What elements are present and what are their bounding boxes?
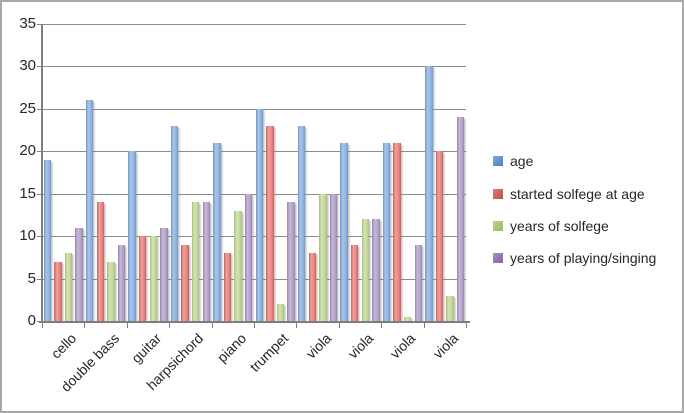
legend-label: years of playing/singing [510, 250, 657, 266]
gridline [42, 278, 466, 280]
y-axis-label: 10 [19, 227, 36, 245]
bar-years-of-solfege-viola [403, 316, 412, 321]
bar-started-solfege-at-age-piano [223, 253, 232, 321]
y-axis-label: 25 [19, 99, 36, 117]
gridline [42, 151, 466, 153]
bar-years-of-solfege-viola [446, 295, 454, 321]
legend-label: started solfege at age [510, 185, 645, 202]
y-axis-label: 15 [19, 184, 36, 202]
y-axis-tick [37, 108, 42, 110]
legend-item: years of playing/singing [493, 249, 656, 267]
bar-years-of-playing-singing-viola [372, 219, 380, 321]
bar-years-of-solfege-cello [64, 253, 73, 321]
x-axis-tick [338, 323, 340, 328]
bar-years-of-playing-singing-harpsichord [202, 202, 211, 321]
x-axis-tick [211, 323, 213, 328]
bar-years-of-solfege-trumpet [276, 304, 285, 321]
bar-started-solfege-at-age-harpsichord [181, 244, 189, 321]
y-axis-tick [37, 193, 42, 195]
legend-item: age [493, 152, 533, 170]
bar-age-double-bass [85, 100, 94, 321]
bar-age-viola [425, 66, 433, 321]
bar-age-viola [382, 142, 391, 321]
bar-years-of-playing-singing-double-bass [117, 244, 126, 321]
bar-years-of-playing-singing-cello [75, 227, 83, 321]
bar-started-solfege-at-age-guitar [138, 236, 147, 321]
x-axis-tick [169, 323, 171, 328]
bar-started-solfege-at-age-trumpet [266, 125, 274, 321]
gridline [42, 66, 466, 68]
y-axis-tick [37, 66, 42, 68]
legend-item: started solfege at age [493, 185, 645, 203]
x-axis-tick [381, 323, 383, 328]
legend-label: age [510, 153, 534, 169]
bar-started-solfege-at-age-viola [393, 142, 401, 321]
x-axis-tick [296, 323, 298, 328]
bar-age-viola [297, 125, 306, 321]
y-axis-line [41, 24, 43, 323]
x-axis-line [39, 321, 470, 323]
bar-started-solfege-at-age-double-bass [96, 202, 105, 321]
y-axis-tick [37, 151, 42, 153]
legend-color-swatch-icon [493, 253, 503, 263]
y-axis-label: 20 [19, 142, 36, 160]
x-axis-tick [84, 323, 86, 328]
bar-age-guitar [128, 151, 136, 321]
bar-years-of-solfege-guitar [149, 236, 158, 321]
y-axis-tick [37, 236, 42, 238]
bar-years-of-playing-singing-viola [329, 193, 338, 321]
y-axis-label: 30 [19, 57, 36, 75]
legend-color-swatch-icon [493, 188, 503, 199]
gridline [42, 108, 466, 110]
x-axis-tick [423, 323, 425, 328]
gridline [42, 236, 466, 238]
legend-color-swatch-icon [493, 220, 503, 231]
bar-age-harpsichord [170, 125, 179, 321]
bar-years-of-solfege-double-bass [107, 261, 115, 321]
bar-age-viola [340, 142, 348, 321]
bar-years-of-playing-singing-trumpet [287, 202, 295, 321]
legend-label: years of solfege [510, 217, 609, 234]
y-axis-label: 0 [27, 312, 36, 329]
y-axis-tick [37, 278, 42, 280]
legend-color-swatch-icon [493, 156, 503, 166]
bar-years-of-playing-singing-viola [456, 117, 465, 321]
gridline [42, 24, 466, 25]
bar-years-of-solfege-piano [234, 210, 242, 321]
y-axis-label: 5 [27, 269, 36, 287]
bar-years-of-solfege-viola [319, 193, 327, 321]
bar-started-solfege-at-age-viola [308, 253, 317, 321]
x-axis-tick [466, 323, 467, 328]
bar-years-of-playing-singing-guitar [160, 227, 168, 321]
y-axis-label: 35 [19, 15, 36, 32]
bar-years-of-solfege-viola [361, 219, 370, 321]
bar-years-of-playing-singing-piano [244, 193, 253, 321]
bar-years-of-playing-singing-viola [414, 244, 423, 321]
bar-years-of-solfege-harpsichord [191, 202, 200, 321]
gridline [42, 193, 466, 195]
x-axis-tick [42, 323, 43, 328]
x-axis-tick [254, 323, 255, 328]
x-axis-tick [126, 323, 128, 328]
bar-started-solfege-at-age-cello [54, 261, 62, 321]
bar-age-piano [213, 142, 221, 321]
legend-item: years of solfege [493, 217, 609, 235]
bar-age-trumpet [255, 108, 264, 321]
bar-started-solfege-at-age-viola [435, 151, 444, 321]
bar-age-cello [43, 159, 52, 321]
bar-started-solfege-at-age-viola [350, 244, 359, 321]
y-axis-tick [37, 24, 42, 25]
